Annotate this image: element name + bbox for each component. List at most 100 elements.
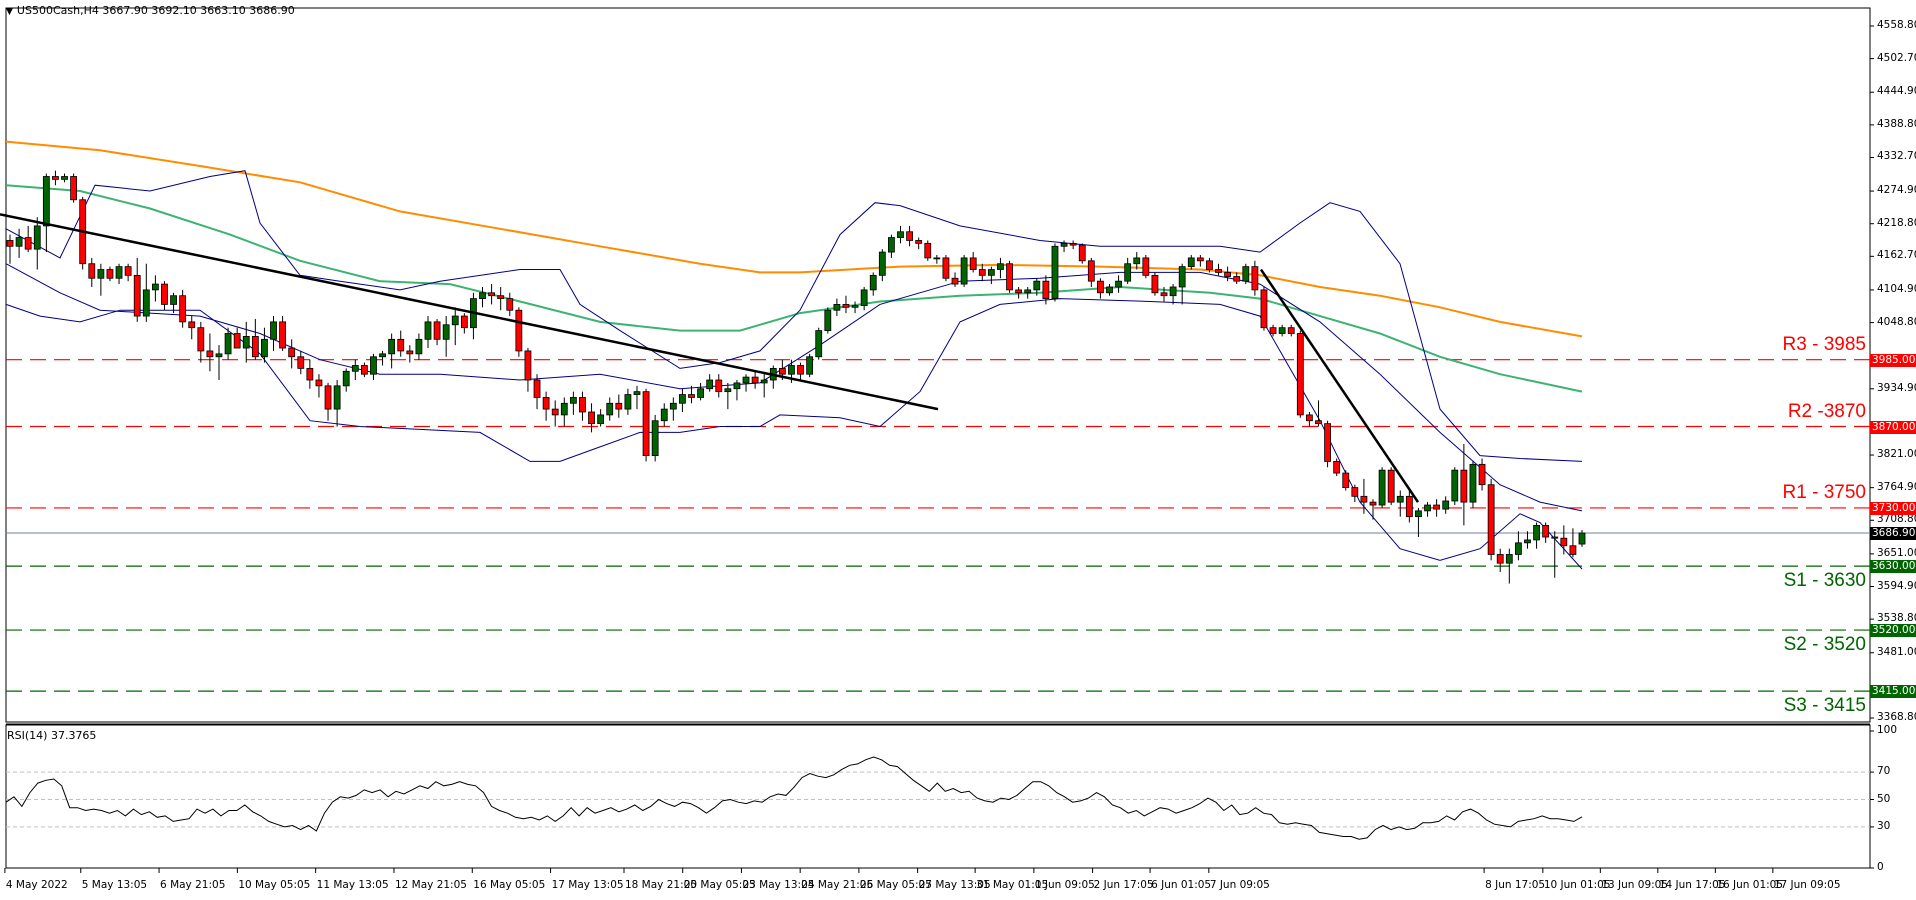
candle-bear xyxy=(1333,461,1341,474)
trendline-2[interactable] xyxy=(1259,268,1420,503)
price-axis-label: 4048.80 xyxy=(1877,315,1916,328)
candle-bear xyxy=(1251,266,1259,291)
candle-bull xyxy=(61,176,68,180)
candle-bear xyxy=(1360,495,1368,503)
level-tag-r2: 3870.00 xyxy=(1870,420,1916,434)
candle-bear xyxy=(1269,327,1277,334)
candle-bear xyxy=(969,257,977,270)
candle-bear xyxy=(233,333,241,349)
time-axis-label: 17 Jun 09:05 xyxy=(1773,879,1841,891)
candle-bull xyxy=(806,356,814,375)
time-axis-label: 8 Jun 17:05 xyxy=(1485,879,1546,891)
candle-bear xyxy=(915,240,923,244)
candle-bear xyxy=(1305,414,1313,422)
candle-bear xyxy=(433,321,441,340)
candle-bull xyxy=(878,251,886,276)
price-axis-label: 3594.90 xyxy=(1877,579,1916,592)
candle-bear xyxy=(24,237,32,250)
candle-bull xyxy=(679,394,686,404)
candle-bull xyxy=(1024,289,1032,294)
candle-bear xyxy=(688,394,695,398)
ma-fast-line xyxy=(5,184,1583,393)
candle-bull xyxy=(569,397,577,404)
time-axis-label: 16 May 05:05 xyxy=(473,879,546,891)
candle-bear xyxy=(497,295,505,300)
rsi-pane-frame xyxy=(5,724,1871,869)
level-label-s3: S3 - 3415 xyxy=(1783,695,1866,717)
candle-bull xyxy=(97,269,105,279)
chart-header: ▼ US500Cash,H4 3667.90 3692.10 3663.10 36… xyxy=(6,4,295,17)
candle-bear xyxy=(1296,333,1304,416)
candle-bull xyxy=(833,304,841,311)
level-tag-r1: 3730.00 xyxy=(1870,501,1916,515)
candle-bear xyxy=(1315,420,1322,425)
price-axis-label: 4218.80 xyxy=(1877,216,1916,229)
candle-bull xyxy=(1396,495,1404,503)
candle-bear xyxy=(324,385,332,410)
level-label-s2: S2 - 3520 xyxy=(1783,634,1866,656)
candle-bull xyxy=(633,391,641,395)
candle-bull xyxy=(606,402,614,416)
candle-bear xyxy=(1087,260,1095,282)
candle-bull xyxy=(1060,242,1068,247)
candle-bear xyxy=(1433,504,1441,510)
trendline-1[interactable] xyxy=(0,213,939,411)
time-axis-label: 11 May 13:05 xyxy=(316,879,389,891)
candle-bull xyxy=(15,237,23,247)
candle-bull xyxy=(479,292,486,300)
candle-bear xyxy=(1206,260,1213,270)
candle-bear xyxy=(297,356,305,369)
level-tag-r3: 3985.00 xyxy=(1870,353,1916,367)
price-axis-label: 4104.90 xyxy=(1877,282,1916,295)
candle-bull xyxy=(742,376,750,384)
candle-bear xyxy=(1560,537,1568,547)
candle-bear xyxy=(1496,554,1504,564)
candle-bull xyxy=(33,225,41,250)
candle-bear xyxy=(1324,423,1331,462)
candle-bear xyxy=(360,365,368,375)
candle-bear xyxy=(1478,463,1486,486)
candle-bear xyxy=(106,269,114,279)
candle-bear xyxy=(251,336,259,358)
candle-bull xyxy=(706,379,714,390)
candle-bull xyxy=(1169,286,1177,297)
candle-bear xyxy=(288,347,296,358)
candle-bear xyxy=(1078,244,1086,262)
candle-bull xyxy=(788,365,795,375)
candle-bear xyxy=(88,263,96,279)
candle-bull xyxy=(669,402,677,410)
candle-bear xyxy=(1387,469,1395,503)
candle-bear xyxy=(1069,242,1077,246)
candle-bull xyxy=(1178,266,1186,288)
price-axis-label: 4388.80 xyxy=(1877,117,1916,130)
current-price-tag: 3686.90 xyxy=(1870,527,1916,540)
candle-bear xyxy=(1215,269,1222,273)
time-axis-label: 13 Jun 09:05 xyxy=(1601,879,1669,891)
candle-bull xyxy=(824,309,832,331)
candle-bear xyxy=(1551,536,1559,539)
candle-bear xyxy=(179,295,187,323)
rsi-axis-label: 0 xyxy=(1877,861,1884,873)
collapse-triangle-icon[interactable]: ▼ xyxy=(6,7,13,17)
rsi-axis-label: 100 xyxy=(1877,724,1898,736)
candle-bull xyxy=(1124,263,1132,282)
candle-bull xyxy=(1033,280,1041,291)
time-axis-label: 24 May 21:05 xyxy=(801,879,874,891)
price-axis-label: 3481.00 xyxy=(1877,645,1916,658)
candle-bull xyxy=(1578,532,1586,545)
candle-bull xyxy=(1505,554,1513,564)
candle-bear xyxy=(279,321,287,349)
candle-bear xyxy=(460,315,468,329)
candle-bull xyxy=(660,408,668,422)
candle-bull xyxy=(388,338,396,355)
candle-bear xyxy=(524,350,532,381)
trendlines[interactable] xyxy=(0,213,1420,503)
candle-bull xyxy=(1051,245,1059,300)
price-axis-ticks xyxy=(4,25,1874,873)
price-axis-label: 3821.00 xyxy=(1877,448,1916,461)
candle-bull xyxy=(997,263,1004,270)
level-label-r2: R2 -3870 xyxy=(1787,400,1866,422)
candle-bear xyxy=(1405,495,1413,518)
